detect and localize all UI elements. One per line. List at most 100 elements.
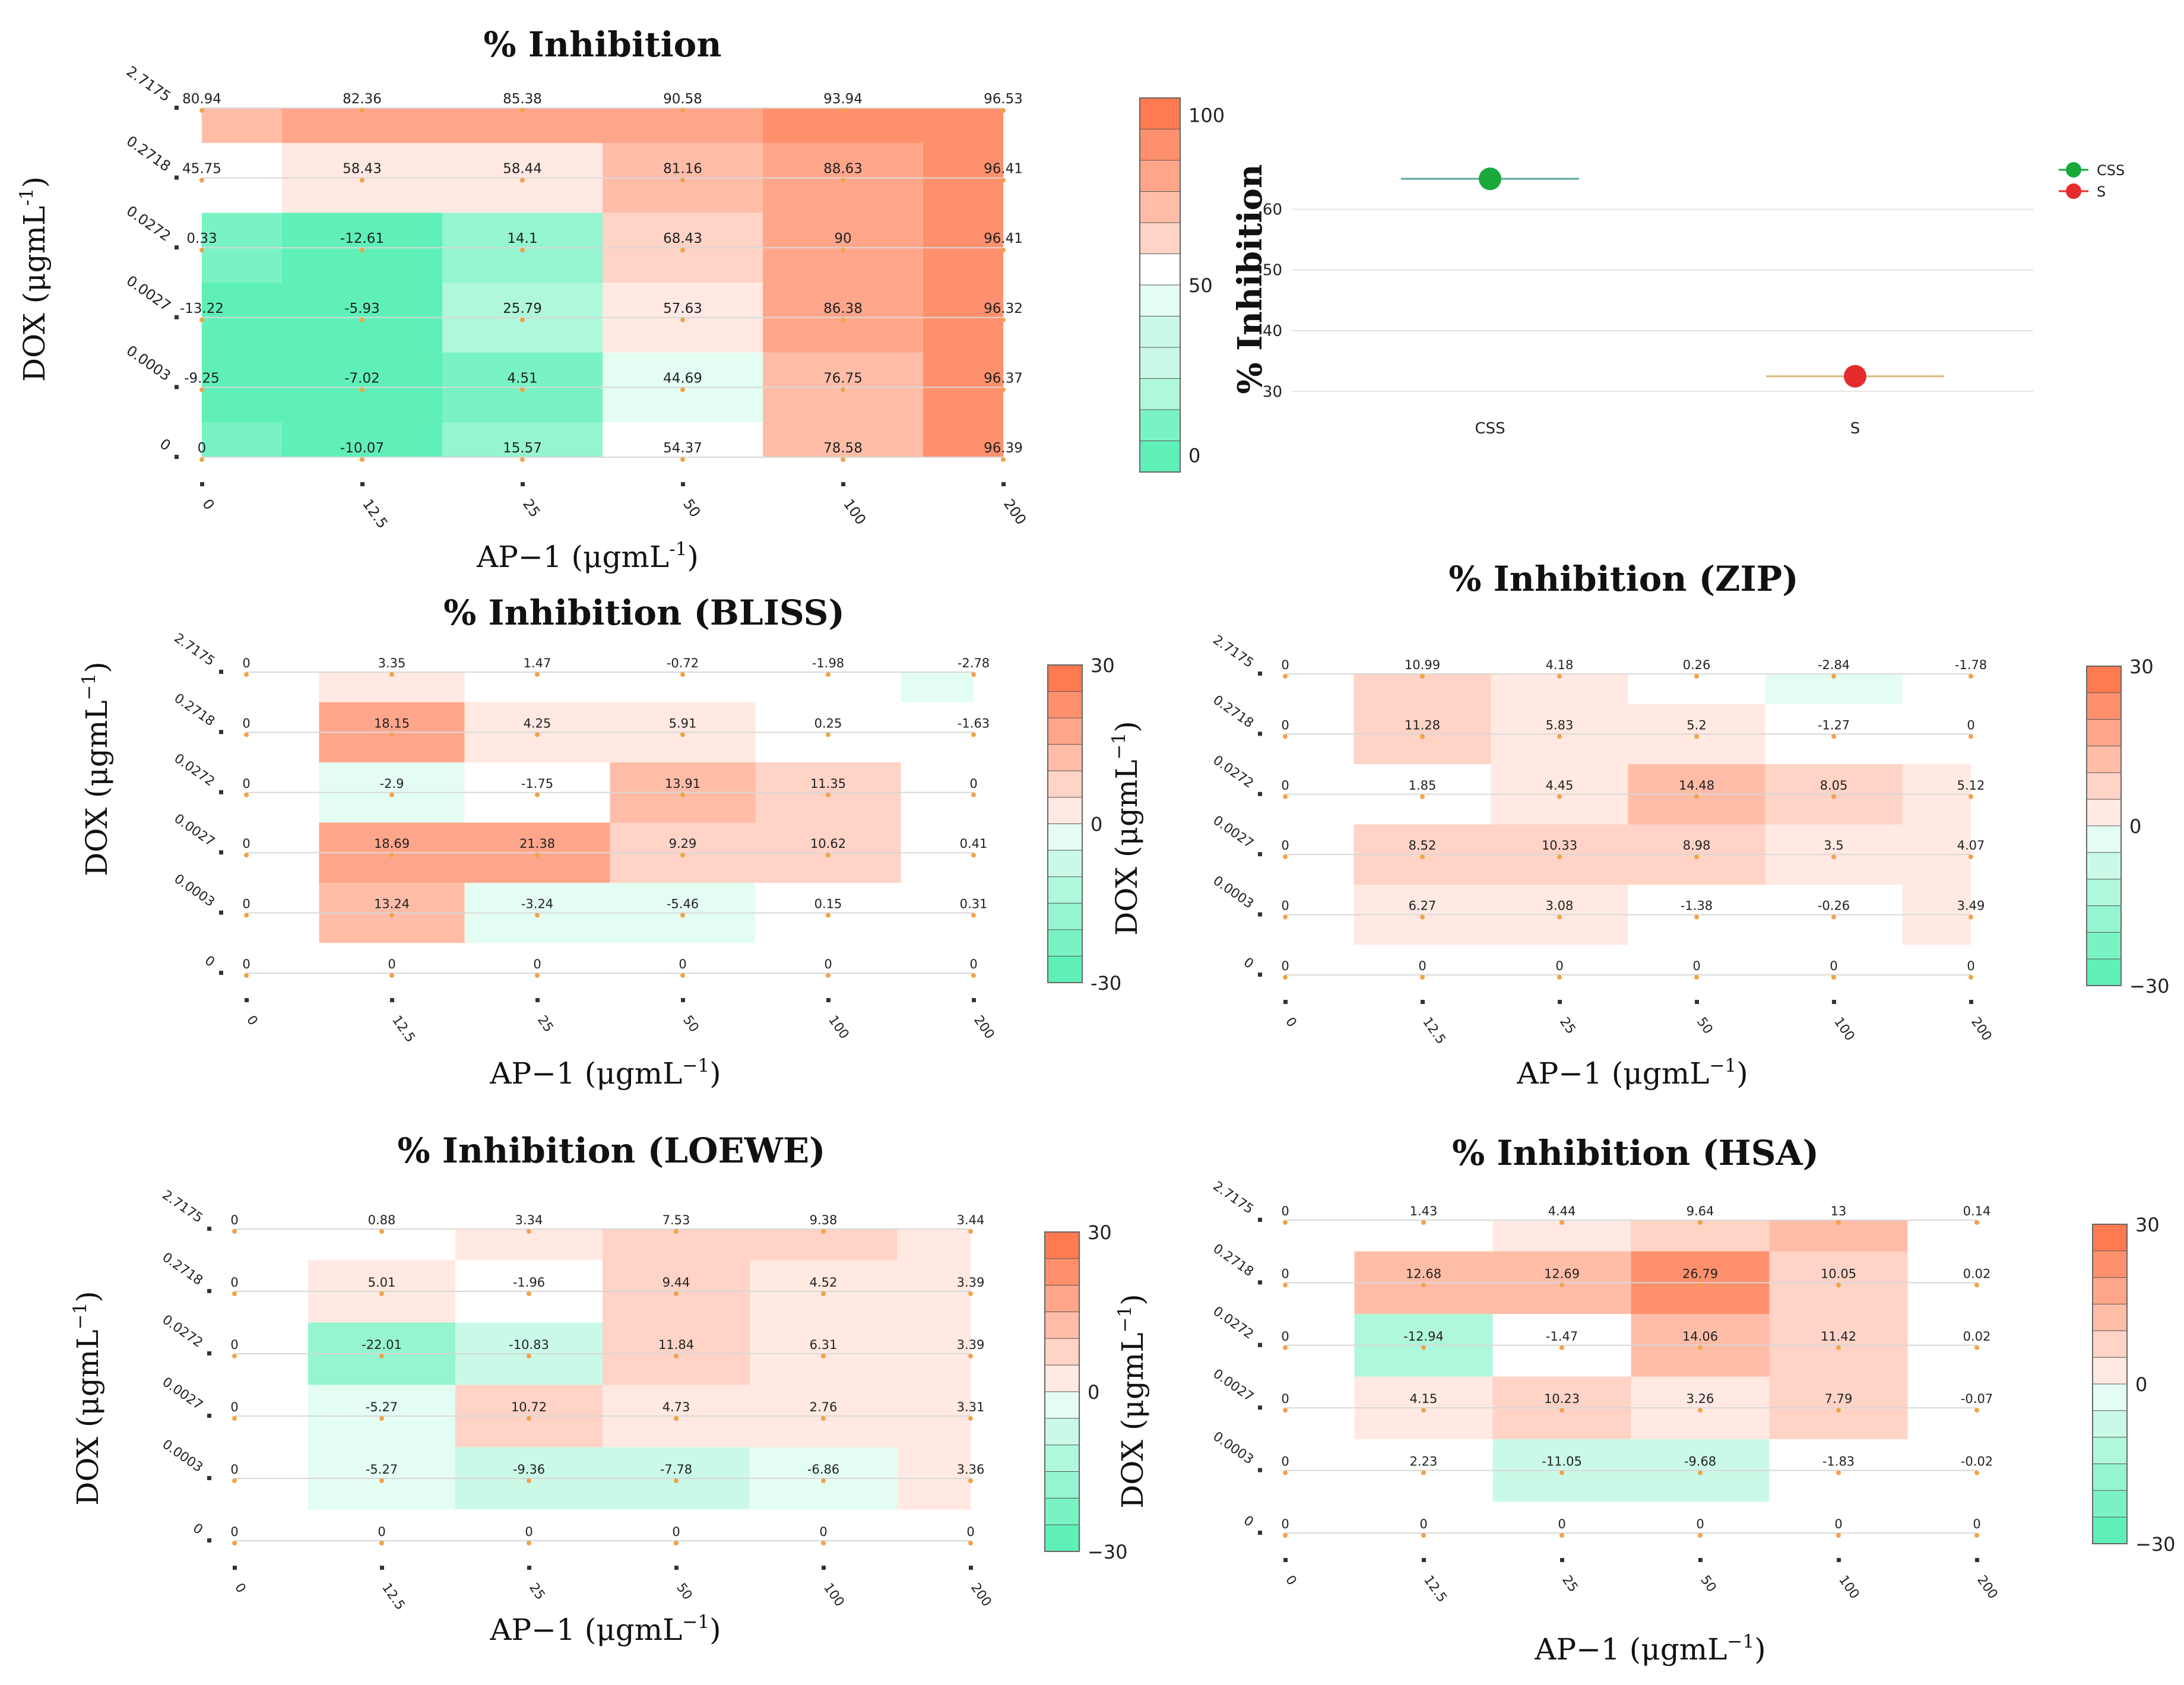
- y-axis-label: % Inhibition: [1231, 164, 1270, 394]
- y-tick-label: 0.0272: [123, 202, 174, 245]
- data-label: 0: [1281, 658, 1289, 672]
- grid-point: [841, 178, 845, 183]
- colorbar-step: [2086, 772, 2122, 800]
- grid-point: [674, 1541, 679, 1545]
- y-tick-label: 2.7175: [123, 63, 174, 105]
- colorbar-step: [1139, 222, 1181, 255]
- data-label: 13: [1831, 1204, 1847, 1218]
- colorbar-frame: [1139, 97, 1181, 473]
- grid-point: [1557, 975, 1562, 980]
- colorbar-frame: [1044, 1231, 1080, 1552]
- x-tick-label: 50: [680, 1013, 702, 1035]
- grid-point: [520, 178, 525, 183]
- y-tick-label: 0.0027: [1210, 813, 1256, 851]
- grid-point: [389, 732, 394, 737]
- data-label: 1.47: [524, 656, 551, 670]
- x-tick-mark: [1832, 1000, 1836, 1004]
- x-tick-label: 200: [968, 1581, 994, 1610]
- y-tick-mark: [207, 1538, 211, 1543]
- y-tick-label: 0.2718: [1210, 1241, 1256, 1280]
- grid-point: [199, 387, 204, 392]
- svg-text:DOX (μgmL-1): DOX (μgmL-1): [16, 176, 52, 382]
- data-label: 0: [230, 1213, 238, 1227]
- data-label: 3.31: [957, 1400, 985, 1414]
- colorbar: 30 0 −30: [2092, 1214, 2176, 1556]
- grid-point: [232, 1291, 237, 1296]
- y-axis-label: DOX (μgmL−1): [69, 1291, 105, 1506]
- grid-point: [1969, 914, 1973, 920]
- heatmap-cell: [897, 1229, 971, 1261]
- data-label: 2.76: [810, 1400, 838, 1414]
- data-label: 68.43: [663, 231, 702, 246]
- data-label: 0.88: [368, 1213, 396, 1227]
- heatmap-cell: [246, 943, 320, 973]
- heatmap-cell: [610, 943, 756, 973]
- y-tick-label: 0.0003: [123, 342, 174, 384]
- grid-point: [1283, 1345, 1288, 1350]
- grid-point: [826, 913, 831, 918]
- data-label: 18.69: [374, 837, 410, 851]
- data-label: 4.18: [1546, 658, 1574, 672]
- heatmap-cell: [1285, 674, 1355, 705]
- data-label: -10.83: [509, 1338, 549, 1352]
- grid-point: [1420, 794, 1425, 799]
- x-tick-mark: [969, 1566, 973, 1570]
- data-label: 3.26: [1687, 1392, 1714, 1406]
- grid-point: [1969, 854, 1973, 860]
- data-label: 3.5: [1824, 838, 1843, 853]
- data-label: 10.05: [1821, 1266, 1856, 1281]
- heatmap-cell: [1769, 1220, 1909, 1252]
- x-tick-mark: [200, 482, 204, 486]
- data-label: 44.69: [663, 370, 702, 386]
- grid-point: [1420, 914, 1425, 920]
- data-label: 11.84: [658, 1338, 694, 1352]
- y-tick-label: 0.0003: [1210, 873, 1256, 912]
- heatmap-cell: [1765, 674, 1903, 705]
- grid-point: [674, 1416, 679, 1421]
- y-tick-label: 0.2718: [171, 691, 217, 730]
- grid-point: [520, 317, 525, 322]
- y-tick-label: 40: [1263, 322, 1282, 340]
- x-tick-label: 12.5: [379, 1581, 408, 1613]
- colorbar-step: [1047, 955, 1083, 983]
- grid-point: [535, 732, 540, 737]
- y-tick-mark: [1258, 672, 1262, 676]
- colorbar-step: [1139, 284, 1181, 317]
- data-label: 0: [819, 1525, 827, 1539]
- grid-point: [1283, 1533, 1288, 1538]
- heatmap-cell: [282, 108, 443, 144]
- data-label: 0.14: [1963, 1204, 1991, 1218]
- data-label: -2.78: [958, 656, 990, 670]
- y-tick-mark: [219, 670, 223, 674]
- x-tick-mark: [245, 998, 249, 1002]
- heatmap-cell: [246, 672, 320, 703]
- data-label: -0.72: [667, 656, 699, 670]
- grid-point: [1557, 674, 1562, 679]
- y-tick-mark: [1258, 1280, 1262, 1285]
- heatmap-cells: [202, 108, 1003, 457]
- colorbar-step: [1044, 1497, 1080, 1526]
- grid-point: [1557, 854, 1562, 860]
- y-tick-label: 0: [1241, 955, 1256, 972]
- grid-point: [1974, 1533, 1979, 1538]
- grid-point: [1974, 1282, 1979, 1288]
- data-label: 0: [1967, 718, 1974, 732]
- data-point-s: [1844, 365, 1866, 388]
- data-label: 0: [242, 777, 250, 791]
- grid-point: [841, 248, 845, 253]
- data-label: 18.15: [374, 716, 410, 730]
- y-tick-mark: [1258, 852, 1262, 857]
- x-tick-mark: [841, 482, 845, 486]
- data-label: 0: [679, 957, 686, 971]
- y-tick-label: 2.7175: [1210, 632, 1256, 671]
- colorbar-step: [2086, 932, 2122, 960]
- colorbar-step: [1139, 316, 1181, 348]
- colorbar-tick-label: 0: [2129, 815, 2141, 838]
- heatmap-cell: [1285, 1220, 1355, 1252]
- heatmap-cell: [1285, 945, 1355, 975]
- heatmap-cell: [442, 422, 603, 457]
- x-tick-mark: [1969, 1000, 1973, 1004]
- heatmap-cell: [234, 1509, 309, 1541]
- colorbar-step: [2092, 1250, 2128, 1278]
- data-label: 58.43: [343, 161, 382, 177]
